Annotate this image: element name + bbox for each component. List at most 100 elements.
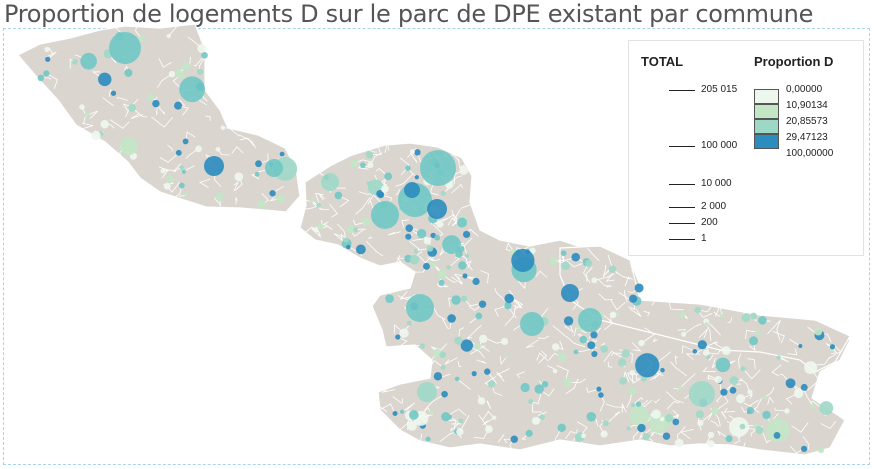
- commune-bubble[interactable]: [488, 380, 496, 388]
- commune-bubble[interactable]: [458, 418, 464, 424]
- commune-bubble[interactable]: [534, 384, 544, 394]
- commune-bubble[interactable]: [376, 189, 384, 198]
- commune-bubble[interactable]: [197, 43, 207, 53]
- commune-bubble[interactable]: [432, 348, 442, 358]
- commune-bubble[interactable]: [475, 312, 483, 320]
- commune-bubble[interactable]: [168, 70, 176, 78]
- commune-bubble[interactable]: [175, 149, 182, 156]
- commune-bubble[interactable]: [634, 283, 644, 293]
- commune-bubble[interactable]: [407, 420, 417, 431]
- commune-bubble[interactable]: [165, 175, 174, 184]
- commune-bubble[interactable]: [755, 426, 764, 434]
- commune-bubble[interactable]: [758, 315, 767, 325]
- commune-bubble[interactable]: [152, 99, 160, 108]
- commune-bubble[interactable]: [334, 191, 343, 200]
- commune-bubble[interactable]: [72, 59, 78, 65]
- commune-bubble[interactable]: [160, 168, 166, 174]
- commune-bubble[interactable]: [746, 406, 755, 415]
- commune-bubble[interactable]: [776, 355, 781, 360]
- commune-bubble[interactable]: [715, 357, 731, 373]
- commune-bubble-large[interactable]: [578, 308, 602, 332]
- commune-bubble[interactable]: [392, 410, 398, 416]
- commune-bubble[interactable]: [510, 435, 518, 443]
- commune-bubble[interactable]: [651, 409, 661, 419]
- commune-bubble[interactable]: [457, 217, 468, 228]
- commune-bubble[interactable]: [279, 151, 285, 157]
- commune-bubble[interactable]: [798, 343, 803, 348]
- commune-bubble[interactable]: [462, 230, 471, 239]
- commune-bubble[interactable]: [477, 397, 486, 405]
- commune-bubble[interactable]: [765, 418, 790, 443]
- commune-bubble[interactable]: [697, 340, 707, 350]
- commune-bubble[interactable]: [366, 180, 372, 186]
- commune-bubble[interactable]: [395, 334, 401, 340]
- commune-bubble[interactable]: [451, 295, 461, 305]
- commune-bubble[interactable]: [441, 412, 451, 422]
- commune-bubble[interactable]: [740, 366, 746, 372]
- commune-bubble-large[interactable]: [204, 156, 224, 176]
- commune-bubble[interactable]: [399, 328, 409, 338]
- commune-bubble[interactable]: [439, 351, 446, 359]
- commune-bubble[interactable]: [454, 336, 463, 345]
- commune-bubble[interactable]: [446, 264, 451, 270]
- commune-bubble[interactable]: [409, 410, 419, 420]
- commune-bubble[interactable]: [485, 425, 493, 434]
- commune-bubble[interactable]: [365, 151, 374, 159]
- commune-bubble[interactable]: [704, 322, 709, 327]
- commune-bubble[interactable]: [660, 367, 665, 373]
- commune-bubble[interactable]: [629, 294, 638, 303]
- commune-bubble[interactable]: [414, 149, 421, 156]
- commune-bubble[interactable]: [749, 336, 759, 346]
- commune-bubble-large[interactable]: [427, 199, 447, 219]
- commune-bubble[interactable]: [460, 339, 474, 352]
- commune-bubble[interactable]: [269, 190, 276, 197]
- commune-bubble[interactable]: [711, 407, 719, 415]
- commune-bubble[interactable]: [598, 392, 604, 398]
- commune-bubble[interactable]: [492, 415, 497, 420]
- commune-bubble[interactable]: [479, 334, 488, 344]
- commune-bubble[interactable]: [346, 244, 351, 250]
- commune-bubble[interactable]: [423, 237, 432, 245]
- commune-bubble[interactable]: [367, 161, 374, 169]
- commune-bubble[interactable]: [175, 68, 181, 74]
- commune-bubble[interactable]: [729, 387, 737, 394]
- commune-bubble[interactable]: [539, 414, 545, 420]
- commune-bubble[interactable]: [702, 349, 710, 356]
- commune-bubble[interactable]: [549, 256, 558, 266]
- commune-bubble[interactable]: [79, 104, 85, 110]
- commune-bubble[interactable]: [43, 70, 50, 77]
- commune-bubble[interactable]: [762, 395, 767, 400]
- commune-bubble[interactable]: [179, 165, 184, 170]
- commune-bubble[interactable]: [729, 417, 749, 437]
- commune-bubble[interactable]: [434, 234, 441, 241]
- commune-bubble[interactable]: [201, 52, 208, 59]
- commune-bubble[interactable]: [80, 52, 97, 70]
- commune-bubble[interactable]: [674, 438, 684, 448]
- commune-bubble[interactable]: [501, 337, 509, 346]
- commune-bubble[interactable]: [773, 432, 781, 439]
- commune-bubble[interactable]: [741, 313, 751, 323]
- commune-bubble[interactable]: [119, 136, 138, 156]
- commune-bubble[interactable]: [234, 172, 244, 182]
- commune-bubble[interactable]: [562, 377, 573, 387]
- commune-bubble[interactable]: [817, 446, 825, 454]
- commune-bubble-large[interactable]: [420, 150, 456, 186]
- commune-bubble[interactable]: [422, 262, 430, 270]
- commune-bubble[interactable]: [146, 93, 155, 101]
- commune-bubble-large[interactable]: [520, 312, 544, 336]
- commune-bubble[interactable]: [183, 192, 189, 197]
- commune-bubble[interactable]: [174, 101, 183, 110]
- commune-bubble[interactable]: [552, 343, 560, 351]
- commune-bubble[interactable]: [596, 386, 602, 392]
- commune-bubble-large[interactable]: [406, 294, 434, 322]
- commune-bubble[interactable]: [455, 250, 463, 258]
- commune-bubble[interactable]: [406, 320, 412, 326]
- commune-bubble[interactable]: [254, 171, 260, 177]
- commune-bubble[interactable]: [313, 227, 319, 233]
- commune-bubble[interactable]: [590, 331, 598, 339]
- commune-bubble[interactable]: [195, 145, 202, 153]
- commune-bubble-large[interactable]: [265, 159, 283, 177]
- commune-bubble[interactable]: [462, 273, 468, 279]
- commune-bubble[interactable]: [591, 350, 598, 358]
